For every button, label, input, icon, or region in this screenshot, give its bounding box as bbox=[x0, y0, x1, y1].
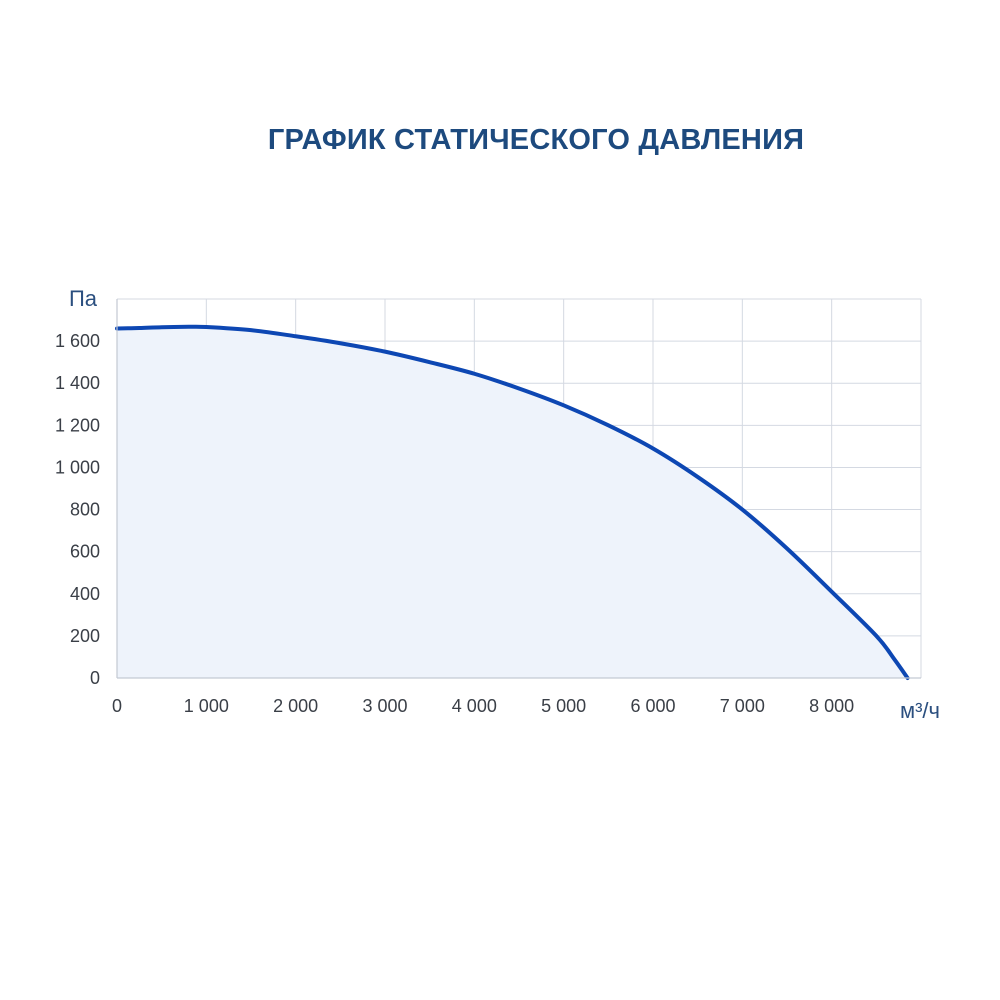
y-axis-unit-label: Па bbox=[69, 286, 98, 311]
x-tick-label: 0 bbox=[112, 696, 122, 716]
x-tick-label: 3 000 bbox=[362, 696, 407, 716]
y-tick-label: 800 bbox=[70, 500, 100, 520]
y-tick-label: 600 bbox=[70, 542, 100, 562]
area-fill bbox=[117, 326, 908, 678]
x-tick-label: 4 000 bbox=[452, 696, 497, 716]
y-tick-label: 200 bbox=[70, 626, 100, 646]
x-tick-label: 1 000 bbox=[184, 696, 229, 716]
x-tick-label: 8 000 bbox=[809, 696, 854, 716]
x-tick-label: 2 000 bbox=[273, 696, 318, 716]
x-tick-label: 5 000 bbox=[541, 696, 586, 716]
axes: 0 200 400 600 800 1 000 1 200 1 400 1 600 0 1 000 2… bbox=[55, 299, 921, 716]
x-tick-label: 6 000 bbox=[630, 696, 675, 716]
y-tick-label: 1 400 bbox=[55, 373, 100, 393]
x-axis-unit-label: м³/ч bbox=[900, 698, 940, 723]
y-tick-label: 1 600 bbox=[55, 331, 100, 351]
y-tick-label: 400 bbox=[70, 584, 100, 604]
y-tick-label: 1 200 bbox=[55, 415, 100, 435]
chart-title: ГРАФИК СТАТИЧЕСКОГО ДАВЛЕНИЯ bbox=[267, 124, 805, 156]
y-tick-label: 0 bbox=[90, 668, 100, 688]
y-tick-label: 1 000 bbox=[55, 457, 100, 477]
pressure-curve bbox=[115, 324, 910, 680]
x-tick-label: 7 000 bbox=[720, 696, 765, 716]
